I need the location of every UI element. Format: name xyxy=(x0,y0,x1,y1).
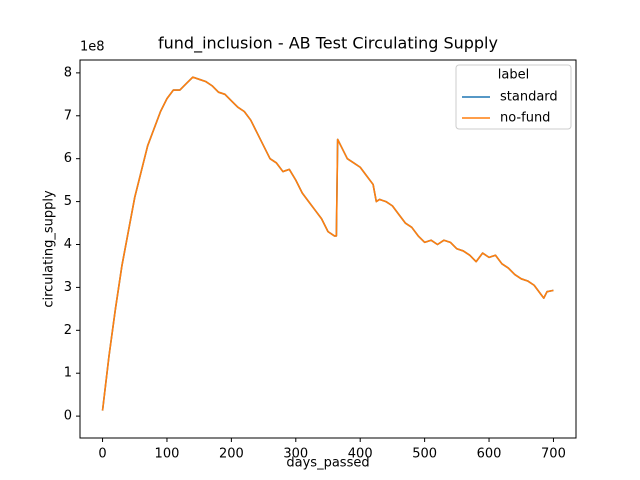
y-tick-label: 7 xyxy=(64,108,72,123)
y-tick-label: 4 xyxy=(64,237,72,252)
y-tick-label: 3 xyxy=(64,280,72,295)
y-offset-label: 1e8 xyxy=(80,40,105,55)
y-tick-label: 5 xyxy=(64,194,72,209)
x-tick-label: 500 xyxy=(412,447,437,462)
legend-box xyxy=(455,64,572,130)
x-tick-label: 100 xyxy=(155,447,180,462)
legend-title: label xyxy=(498,68,529,83)
x-axis-label: days_passed xyxy=(286,456,369,471)
y-tick-label: 0 xyxy=(64,409,72,424)
y-tick-label: 2 xyxy=(64,323,72,338)
y-axis-label: circulating_supply xyxy=(42,190,57,308)
plot-area xyxy=(101,76,554,411)
x-tick-label: 0 xyxy=(98,447,106,462)
x-tick-label: 600 xyxy=(477,447,502,462)
y-tick-label: 1 xyxy=(64,366,72,381)
chart-title: fund_inclusion - AB Test Circulating Sup… xyxy=(158,34,498,54)
legend: label standard no-fund xyxy=(455,64,572,130)
y-tick-label: 8 xyxy=(64,65,72,80)
legend-label: no-fund xyxy=(500,111,550,126)
y-tick-label: 6 xyxy=(64,151,72,166)
axes-frame xyxy=(79,59,577,439)
legend-label: standard xyxy=(500,90,558,105)
x-tick-label: 300 xyxy=(283,447,308,462)
series-line xyxy=(101,76,554,411)
x-tick-label: 200 xyxy=(219,447,244,462)
x-tick-label: 400 xyxy=(348,447,373,462)
x-tick-label: 700 xyxy=(541,447,566,462)
